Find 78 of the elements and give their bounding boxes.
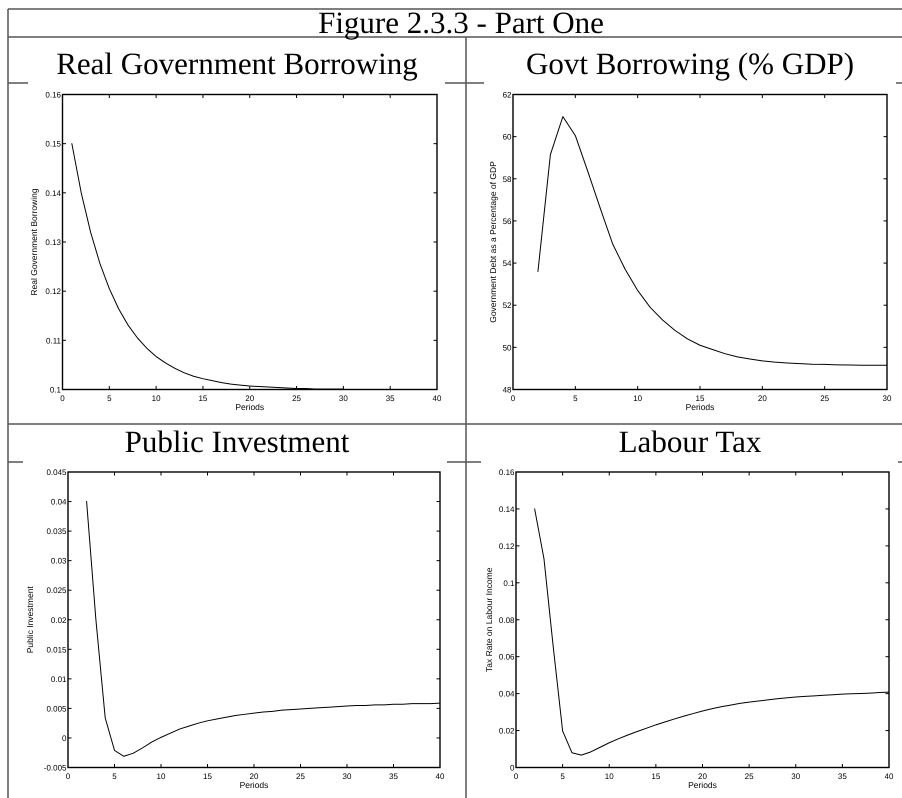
x-axis-title: Periods: [686, 402, 714, 412]
x-tick-label: 30: [338, 394, 348, 403]
chart-title: Govt Borrowing (% GDP): [526, 46, 854, 81]
y-tick-label: 56: [502, 216, 512, 226]
y-tick-label: 62: [502, 90, 512, 100]
y-axis-title: Public Investment: [24, 586, 35, 654]
y-tick-label: 0.12: [498, 542, 516, 551]
y-tick-label: 58: [502, 174, 512, 184]
x-tick-label: 35: [389, 772, 398, 781]
y-tick-label: 0.15: [45, 140, 62, 149]
y-tick-label: 0.14: [45, 188, 62, 198]
x-tick-label: 40: [884, 772, 894, 781]
x-tick-label: 5: [573, 394, 578, 403]
y-tick-label: 0.1: [503, 578, 516, 588]
text: Figure 2.3.3 - Part One: [318, 5, 604, 40]
x-tick-label: 40: [436, 772, 445, 781]
y-tick-label: 48: [502, 386, 512, 394]
chart-title: Labour Tax: [618, 424, 762, 459]
x-tick-label: 5: [112, 772, 118, 781]
x-tick-label: 25: [292, 394, 302, 403]
y-tick-label: 0.12: [45, 287, 62, 296]
y-tick-label: 0: [62, 734, 68, 743]
y-axis-title: Real Government Borrowing: [28, 188, 39, 296]
y-tick-label: 50: [502, 343, 512, 352]
y-tick-label: 0.005: [46, 704, 68, 714]
y-tick-label: 0.14: [498, 504, 516, 514]
x-axis-title: Periods: [240, 780, 268, 790]
y-tick-label: 0.015: [46, 645, 68, 654]
x-tick-label: 20: [250, 772, 259, 781]
x-axis-title: Periods: [688, 780, 717, 790]
x-tick-label: 35: [838, 772, 848, 781]
y-tick-label: 52: [502, 301, 512, 310]
x-tick-label: 10: [156, 772, 166, 781]
y-tick-label: 0.035: [46, 527, 68, 536]
y-tick-label: 0.03: [50, 556, 68, 566]
y-tick-label: 0.02: [498, 726, 516, 736]
y-tick-label: 60: [502, 132, 512, 142]
x-tick-label: 15: [651, 772, 661, 781]
y-tick-label: 0.16: [498, 468, 516, 477]
x-tick-label: 20: [758, 394, 768, 403]
y-tick-label: 0.16: [45, 90, 62, 100]
y-tick-label: 0.025: [46, 586, 68, 596]
x-tick-label: 5: [560, 772, 566, 781]
y-axis-title: Tax Rate on Labour Income: [484, 567, 494, 672]
x-tick-label: 25: [296, 772, 306, 781]
x-tick-label: 10: [604, 772, 614, 781]
x-tick-label: 35: [386, 394, 396, 403]
y-tick-label: 0.06: [498, 652, 516, 662]
y-tick-label: 0.04: [50, 498, 68, 507]
x-tick-label: 15: [203, 772, 212, 781]
x-tick-label: 25: [744, 772, 754, 781]
y-tick-label: 0.08: [498, 616, 516, 625]
y-tick-label: 0.01: [50, 674, 68, 684]
x-tick-label: 20: [698, 772, 708, 781]
chart-title: Real Government Borrowing: [56, 46, 418, 81]
x-tick-label: 5: [107, 394, 112, 403]
x-tick-label: 10: [152, 394, 162, 403]
y-tick-label: 0.04: [498, 690, 516, 699]
x-tick-label: 10: [633, 394, 643, 403]
x-tick-label: 20: [245, 394, 255, 403]
y-tick-label: 0.1: [50, 386, 62, 394]
y-tick-label: 0.13: [45, 238, 62, 247]
x-tick-label: 40: [432, 394, 442, 403]
y-axis-title: Government Debt as a Percentage of GDP: [488, 160, 498, 323]
y-tick-label: 0: [510, 764, 516, 772]
x-tick-label: 30: [342, 772, 352, 781]
x-tick-label: 15: [696, 394, 705, 403]
y-tick-label: 0.02: [50, 616, 68, 625]
y-tick-label: 54: [502, 259, 512, 268]
x-axis-title: Periods: [235, 402, 264, 412]
y-tick-label: 0.11: [46, 336, 62, 346]
x-tick-label: 25: [820, 394, 830, 403]
y-tick-label: -0.005: [44, 764, 68, 772]
chart-title: Public Investment: [124, 424, 350, 459]
x-tick-label: 30: [791, 772, 801, 781]
x-tick-label: 30: [882, 394, 892, 403]
y-tick-label: 0.045: [46, 468, 68, 477]
x-tick-label: 15: [198, 394, 208, 403]
